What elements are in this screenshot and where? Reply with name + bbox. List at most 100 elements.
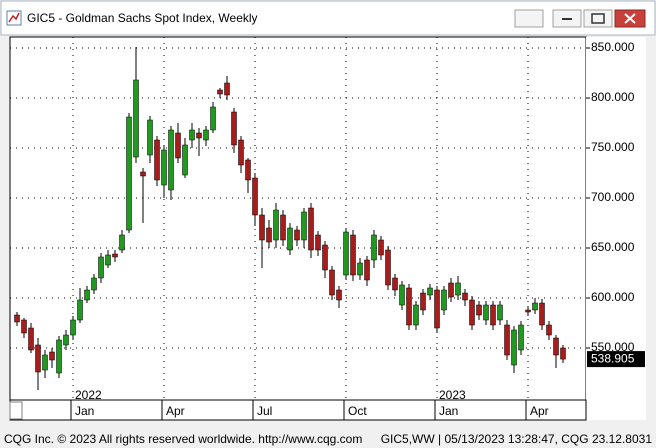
candle-body — [525, 309, 531, 313]
candle-body — [266, 227, 272, 243]
candle-body — [14, 314, 20, 323]
candle-body — [203, 129, 209, 141]
x-tick-label: Apr — [166, 404, 185, 418]
candle-body — [210, 106, 216, 131]
candle-body — [315, 234, 321, 251]
candle-body — [259, 214, 265, 241]
window-title: GIC5 - Goldman Sachs Spot Index, Weekly — [27, 11, 258, 25]
last-price-box — [587, 351, 645, 368]
y-tick-label: 850.000 — [591, 40, 635, 54]
candle-body — [161, 149, 167, 186]
candle-body — [490, 304, 496, 326]
candle-body — [427, 287, 433, 296]
scroll-handle[interactable] — [9, 401, 23, 420]
candle-body — [441, 289, 447, 311]
x-tick-label: Jan — [439, 404, 458, 418]
candle-body — [504, 324, 510, 356]
y-tick-label: 800.000 — [591, 90, 635, 104]
candle-body — [140, 171, 146, 177]
candle-body — [399, 284, 405, 306]
candle-body — [546, 324, 552, 336]
candle-body — [301, 211, 307, 241]
candle-body — [476, 304, 482, 316]
title-bar — [0, 0, 656, 36]
candle-body — [56, 339, 62, 374]
footer-right: GIC5,WW | 05/13/2023 13:28:47, CQG 23.12… — [381, 432, 653, 446]
x-tick-label: Apr — [530, 404, 549, 418]
candle-body — [63, 334, 69, 346]
candle-body — [350, 234, 356, 276]
candle-body — [434, 289, 440, 329]
candle-body — [420, 292, 426, 311]
candle-body — [28, 327, 34, 351]
candle-body — [413, 304, 419, 326]
candle-body — [392, 277, 398, 291]
candle-body — [287, 227, 293, 251]
candle-body — [462, 292, 468, 301]
candle-body — [518, 324, 524, 351]
candle-body — [532, 302, 538, 311]
candle-body — [252, 177, 258, 216]
candle-body — [560, 347, 566, 360]
candle-body — [497, 304, 503, 321]
candle-body — [483, 304, 489, 321]
candle-body — [357, 262, 363, 276]
candle-body — [294, 229, 300, 241]
candle-body — [224, 82, 230, 96]
candle-body — [42, 354, 48, 371]
maximize-glyph — [591, 13, 605, 24]
candle-body — [343, 231, 349, 276]
candle-body — [154, 139, 160, 181]
candle-body — [308, 207, 314, 251]
candle-body — [168, 129, 174, 191]
candle-body — [91, 277, 97, 291]
candle-body — [448, 282, 454, 298]
last-price-label: 538.905 — [591, 351, 635, 365]
close-glyph — [624, 13, 636, 24]
candle-body — [182, 144, 188, 176]
footer-left: CQG Inc. © 2023 All rights reserved worl… — [4, 432, 362, 446]
y-tick-label: 650.000 — [591, 240, 635, 254]
candle-body — [196, 132, 202, 139]
x-tick-label: Jan — [75, 404, 94, 418]
candle-body — [119, 234, 125, 251]
candle-body — [273, 209, 279, 241]
y-tick-label: 600.000 — [591, 290, 635, 304]
x-year-label: 2023 — [439, 388, 466, 402]
candle-body — [385, 249, 391, 286]
x-tick-label: Oct — [348, 404, 367, 418]
candle-body — [329, 269, 335, 296]
candle-body — [364, 259, 370, 281]
candle-body — [175, 132, 181, 159]
candle-body — [126, 116, 132, 231]
candle-body — [84, 289, 90, 301]
maximize-button[interactable] — [583, 9, 613, 28]
candle-body — [336, 289, 342, 301]
candle-body — [133, 79, 139, 158]
candle-body — [539, 302, 545, 326]
candle-body — [49, 351, 55, 361]
y-tick-label: 750.000 — [591, 140, 635, 154]
app-icon-glyph — [8, 12, 20, 23]
candle-body — [280, 214, 286, 241]
plot-area — [9, 36, 587, 401]
candle-body — [231, 111, 237, 146]
link-button[interactable] — [514, 9, 544, 28]
candle-body — [105, 254, 111, 266]
candle-body — [77, 299, 83, 321]
candle-body — [35, 344, 41, 373]
candle-body — [511, 329, 517, 366]
candle-body — [406, 287, 412, 326]
candle-body — [112, 253, 118, 258]
x-tick-label: Jul — [257, 404, 272, 418]
candle-body — [98, 256, 104, 279]
candle-body — [238, 139, 244, 166]
candle-body — [378, 239, 384, 256]
candle-body — [70, 319, 76, 336]
y-tick-label: 550.000 — [591, 340, 635, 354]
candle-body — [245, 159, 251, 181]
candle-body — [371, 234, 377, 261]
candle-body — [322, 244, 328, 271]
